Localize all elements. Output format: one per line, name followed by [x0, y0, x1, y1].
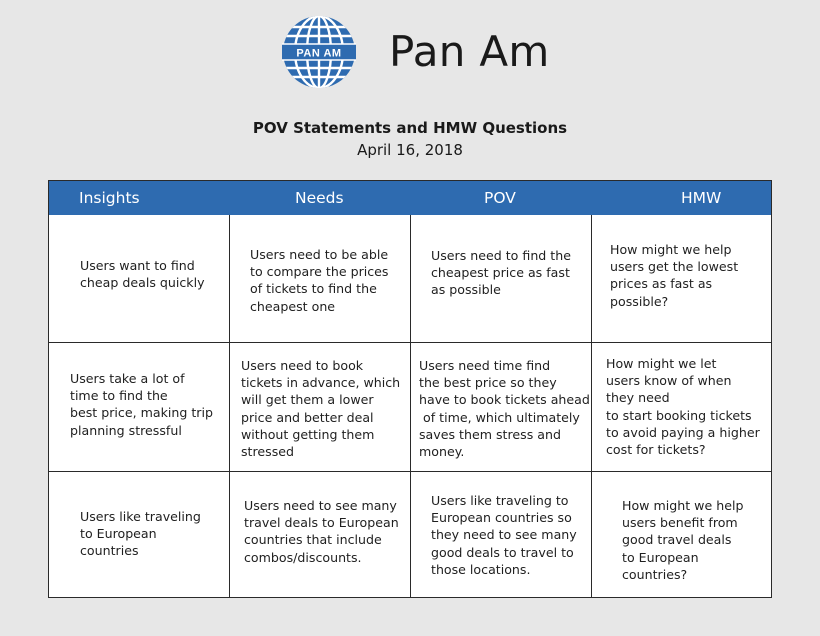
cell-need-2: Users need to book tickets in advance, w… [241, 358, 401, 460]
pan-am-logo: PAN AM [282, 16, 356, 88]
document-date: April 16, 2018 [357, 141, 463, 159]
cell-need-1: Users need to be able to compare the pri… [250, 247, 389, 314]
row-divider [49, 471, 771, 472]
cell-pov-1: Users need to find the cheapest price as… [431, 248, 571, 298]
column-header-insights: Insights [79, 189, 140, 207]
row-divider [49, 342, 771, 343]
column-divider [410, 215, 411, 597]
logo-text: PAN AM [296, 48, 341, 60]
table-header-row: Insights Needs POV HMW [49, 181, 771, 215]
cell-hmw-2: How might we let users know of when they… [606, 356, 760, 458]
cell-insight-2: Users take a lot of time to find the bes… [70, 371, 213, 438]
cell-insight-3: Users like traveling to European countri… [80, 509, 201, 559]
cell-hmw-3: How might we help users benefit from goo… [622, 498, 744, 582]
column-header-needs: Needs [295, 189, 344, 207]
cell-pov-3: Users like traveling to European countri… [431, 493, 577, 577]
cell-pov-2: Users need time find the best price so t… [419, 358, 590, 460]
cell-insight-1: Users want to find cheap deals quickly [80, 258, 205, 291]
cell-need-3: Users need to see many travel deals to E… [244, 498, 399, 565]
column-divider [591, 215, 592, 597]
document-title: POV Statements and HMW Questions [252, 119, 568, 137]
pov-hmw-table: Insights Needs POV HMW Users want to fin… [48, 180, 772, 598]
cell-hmw-1: How might we help users get the lowest p… [610, 242, 739, 309]
column-header-hmw: HMW [681, 189, 722, 207]
column-divider [229, 215, 230, 597]
brand-name: Pan Am [389, 27, 550, 76]
column-header-pov: POV [484, 189, 516, 207]
